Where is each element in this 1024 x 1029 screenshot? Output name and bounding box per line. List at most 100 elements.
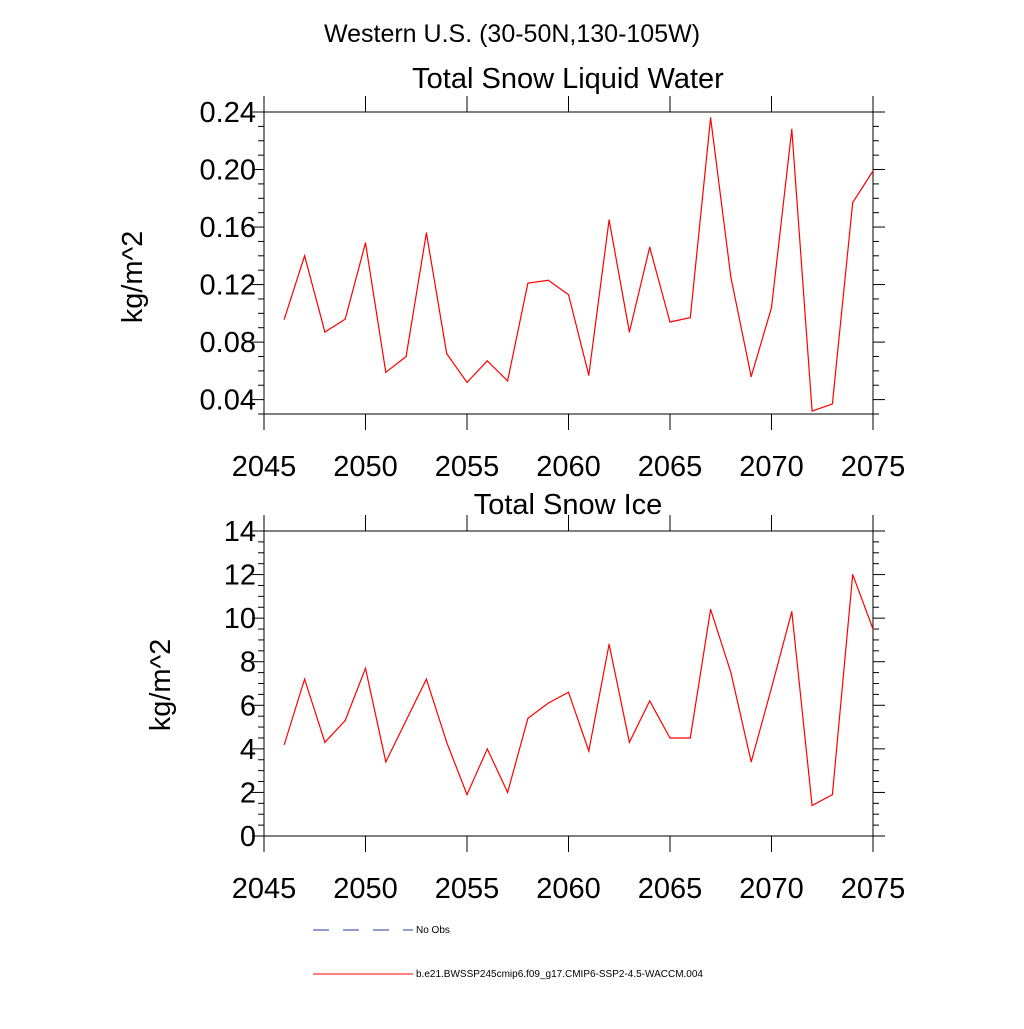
data-point bbox=[283, 743, 285, 746]
data-point bbox=[364, 667, 367, 669]
data-point bbox=[628, 331, 631, 333]
data-point bbox=[791, 611, 793, 613]
data-point bbox=[344, 719, 346, 722]
x-tick-label: 2045 bbox=[232, 451, 297, 483]
data-point bbox=[344, 318, 346, 320]
data-point bbox=[872, 628, 874, 630]
data-point bbox=[608, 219, 610, 221]
y-tick-label: 0.20 bbox=[200, 155, 256, 187]
series-line bbox=[283, 574, 874, 807]
figure-title: Western U.S. (30-50N,130-105W) bbox=[324, 20, 700, 48]
data-point bbox=[425, 678, 427, 680]
plot-frame bbox=[263, 111, 874, 415]
data-point bbox=[446, 353, 448, 355]
data-point bbox=[831, 403, 834, 405]
data-point bbox=[649, 246, 651, 248]
data-point bbox=[669, 737, 671, 739]
data-point bbox=[486, 748, 488, 750]
data-point bbox=[385, 761, 387, 763]
legend-model-label: b.e21.BWSSP245cmip6.f09_g17.CMIP6-SSP2-4… bbox=[416, 969, 703, 980]
y-tick-label: 0.16 bbox=[200, 212, 256, 244]
data-point bbox=[710, 117, 712, 119]
x-tick-label: 2070 bbox=[739, 451, 804, 483]
x-tick-label: 2045 bbox=[232, 873, 297, 905]
data-point bbox=[588, 750, 590, 752]
y-tick-label: 12 bbox=[224, 560, 256, 592]
data-point bbox=[750, 376, 752, 378]
y-tick-label: 8 bbox=[240, 647, 256, 679]
data-point bbox=[750, 761, 752, 763]
data-point bbox=[304, 678, 306, 680]
x-tick-label: 2065 bbox=[638, 451, 703, 483]
data-point bbox=[466, 381, 468, 383]
x-tick-label: 2060 bbox=[536, 873, 601, 905]
data-point bbox=[304, 255, 306, 257]
data-point bbox=[486, 360, 488, 362]
data-point bbox=[730, 672, 732, 674]
data-point bbox=[547, 279, 549, 281]
x-tick-label: 2055 bbox=[435, 873, 500, 905]
data-point bbox=[385, 371, 387, 373]
data-point bbox=[588, 374, 590, 376]
data-point bbox=[324, 741, 326, 743]
data-point bbox=[852, 202, 854, 204]
data-point bbox=[283, 318, 285, 320]
y-axis-label: kg/m^2 bbox=[145, 639, 177, 732]
data-point bbox=[527, 717, 529, 719]
data-point bbox=[689, 317, 691, 319]
legend-obs-label: No Obs bbox=[416, 925, 450, 936]
data-point bbox=[669, 321, 671, 323]
y-tick-label: 0.24 bbox=[200, 97, 256, 129]
data-point bbox=[811, 410, 813, 412]
y-tick-label: 4 bbox=[240, 734, 256, 766]
data-point bbox=[628, 741, 631, 743]
data-point bbox=[364, 242, 367, 244]
data-point bbox=[507, 380, 509, 382]
data-point bbox=[608, 643, 610, 645]
data-point bbox=[852, 573, 854, 576]
y-tick-label: 10 bbox=[224, 603, 256, 635]
y-axis-label: kg/m^2 bbox=[117, 231, 149, 324]
data-point bbox=[405, 355, 407, 358]
panel-snow-ice: Total Snow Ice kg/m^2 2045 2050 2055 2060 20… bbox=[145, 489, 905, 905]
data-point bbox=[811, 804, 813, 807]
y-tick-label: 0.04 bbox=[200, 385, 256, 417]
data-point bbox=[547, 702, 549, 704]
y-tick-label: 0.08 bbox=[200, 327, 256, 359]
data-point bbox=[567, 691, 570, 693]
data-point bbox=[567, 294, 570, 296]
data-point bbox=[730, 276, 732, 278]
data-point bbox=[791, 128, 793, 130]
x-tick-label: 2055 bbox=[435, 451, 500, 483]
y-tick-label: 2 bbox=[240, 777, 256, 809]
x-tick-label: 2065 bbox=[638, 873, 703, 905]
data-point bbox=[527, 282, 529, 284]
data-point bbox=[770, 306, 773, 309]
y-tick-label: 6 bbox=[240, 690, 256, 722]
chart-title: Total Snow Liquid Water bbox=[412, 63, 724, 95]
x-tick-label: 2075 bbox=[841, 451, 906, 483]
data-point bbox=[324, 331, 326, 333]
x-tick-label: 2050 bbox=[333, 873, 398, 905]
y-tick-label: 0 bbox=[240, 821, 256, 853]
x-tick-label: 2060 bbox=[536, 451, 601, 483]
data-point bbox=[446, 741, 448, 743]
series-line bbox=[283, 117, 874, 412]
plot-frame bbox=[263, 530, 874, 837]
data-point bbox=[649, 700, 651, 702]
x-tick-label: 2075 bbox=[841, 873, 906, 905]
x-tick-label: 2050 bbox=[333, 451, 398, 483]
legend: No Obs b.e21.BWSSP245cmip6.f09_g17.CMIP6… bbox=[313, 925, 703, 980]
data-point bbox=[405, 719, 407, 722]
data-point bbox=[507, 791, 509, 794]
data-point bbox=[466, 794, 468, 796]
data-point bbox=[689, 737, 691, 739]
y-tick-label: 0.12 bbox=[200, 270, 256, 302]
data-point bbox=[710, 608, 712, 611]
data-point bbox=[872, 170, 874, 172]
data-point bbox=[770, 687, 773, 689]
x-tick-label: 2070 bbox=[739, 873, 804, 905]
data-point bbox=[425, 232, 427, 234]
